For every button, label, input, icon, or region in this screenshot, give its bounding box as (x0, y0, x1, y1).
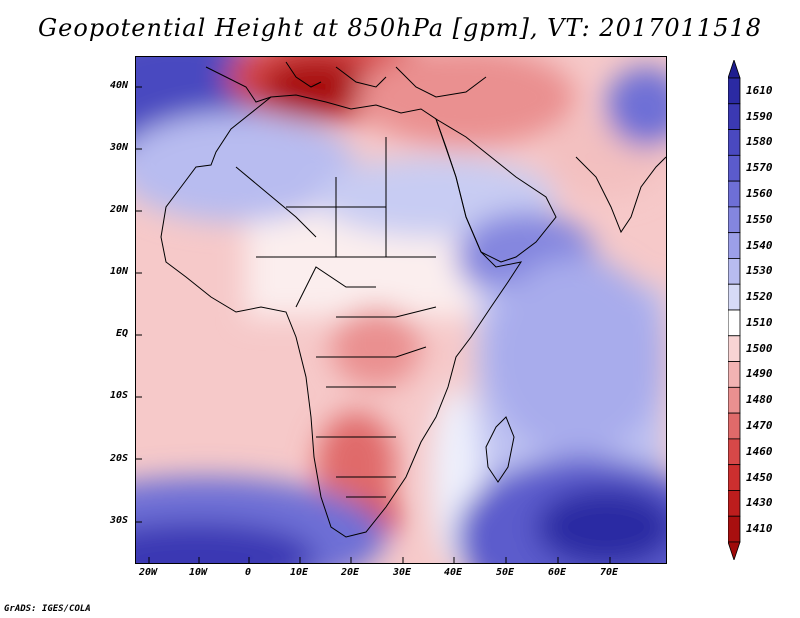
lat-label-30n: 30N (109, 142, 128, 153)
colorbar-bottom-arrow (728, 541, 741, 560)
colorbar-swatch (728, 386, 741, 414)
coastlines (160, 61, 666, 538)
lon-label-60e: 60E (547, 567, 567, 578)
chart-title: Geopotential Height at 850hPa [gpm], VT:… (38, 14, 762, 42)
colorbar-label: 1530 (746, 264, 773, 278)
colorbar-label: 1490 (746, 367, 773, 381)
colorbar-label: 1580 (746, 135, 773, 149)
colorbar (728, 60, 741, 560)
lat-label-20s: 20S (109, 453, 128, 464)
colorbar-label: 1610 (746, 83, 773, 97)
lat-label-20n: 20N (109, 204, 128, 215)
colorbar-swatch (728, 438, 741, 466)
colorbar-swatch (728, 180, 741, 208)
colorbar-swatch (728, 309, 741, 337)
colorbar-label: 1520 (746, 290, 773, 304)
axis-ticks (136, 86, 611, 563)
lon-label-0: 0 (244, 567, 252, 578)
colorbar-label: 1460 (746, 444, 773, 458)
colorbar-label: 1500 (746, 341, 773, 355)
lat-label-30s: 30S (109, 515, 128, 526)
colorbar-label: 1410 (746, 522, 773, 536)
colorbar-top-arrow (728, 60, 741, 79)
colorbar-label: 1450 (746, 470, 773, 484)
footer-credit: GrADS: IGES/COLA (4, 604, 91, 614)
colorbar-swatch (728, 335, 741, 362)
lon-label-20w: 20W (138, 567, 158, 578)
colorbar-swatch (728, 232, 741, 259)
lon-label-10e: 10E (289, 567, 309, 578)
field-blobs (136, 57, 666, 563)
colorbar-swatch (728, 129, 741, 156)
lon-label-10w: 10W (188, 567, 208, 578)
colorbar-swatch (728, 77, 741, 105)
lon-label-30e: 30E (392, 567, 412, 578)
lon-label-20e: 20E (340, 567, 360, 578)
lat-label-40n: 40N (109, 80, 128, 91)
colorbar-label: 1550 (746, 212, 773, 226)
lat-label-10s: 10S (109, 390, 128, 401)
colorbar-label: 1540 (746, 238, 773, 252)
lon-label-50e: 50E (495, 567, 515, 578)
colorbar-swatch (728, 206, 741, 234)
colorbar-swatch (728, 464, 741, 491)
colorbar-swatch (728, 154, 741, 182)
colorbar-label: 1570 (746, 161, 773, 175)
colorbar-label: 1480 (746, 393, 773, 407)
colorbar-label: 1590 (746, 109, 773, 123)
colorbar-swatch (728, 361, 741, 388)
colorbar-label: 1560 (746, 187, 773, 200)
colorbar-swatch (728, 283, 741, 311)
colorbar-swatch (728, 490, 741, 517)
colorbar-label: 1430 (746, 496, 773, 510)
colorbar-swatch (728, 258, 741, 285)
colorbar-swatch (728, 412, 741, 440)
colorbar-label: 1510 (746, 315, 773, 329)
lon-label-70e: 70E (599, 567, 619, 578)
lat-label-10n: 10N (109, 266, 128, 277)
geopotential-field (136, 57, 666, 563)
map-plot-area (135, 56, 667, 564)
lat-label-eq: EQ (115, 328, 128, 339)
colorbar-label: 1470 (746, 419, 773, 432)
colorbar-swatch (728, 103, 741, 130)
lon-label-40e: 40E (443, 567, 463, 578)
colorbar-swatch (728, 515, 741, 543)
